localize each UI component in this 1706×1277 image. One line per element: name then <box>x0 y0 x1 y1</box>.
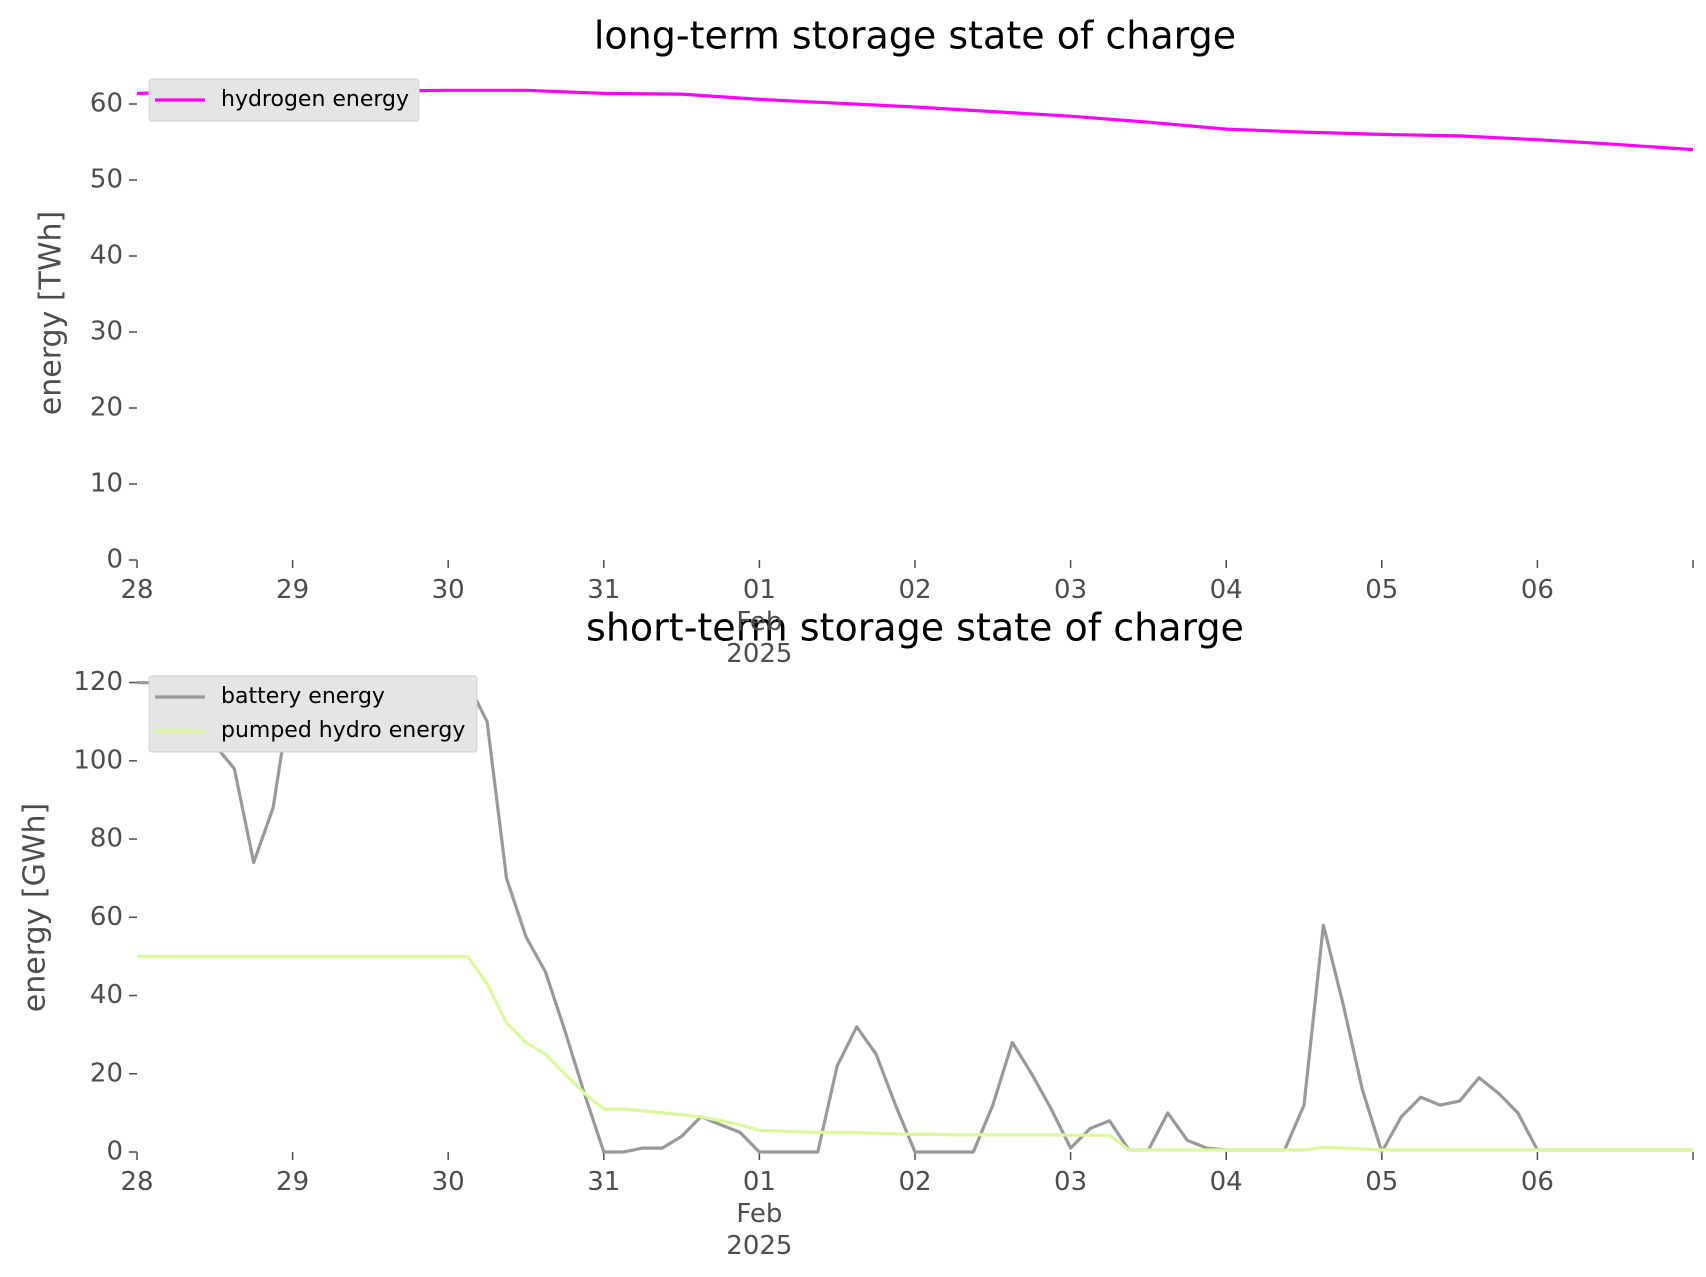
x-tick-label: 03 <box>1054 1167 1088 1197</box>
y-axis-label: energy [GWh] <box>18 803 53 1012</box>
x-tick-label: 29 <box>276 575 310 605</box>
y-tick-label: 40 <box>90 241 123 271</box>
y-tick-label: 60 <box>90 89 123 119</box>
x-tick-label: 02 <box>898 575 932 605</box>
y-tick-label: 0 <box>106 1137 123 1167</box>
legend-box <box>148 78 420 122</box>
chart-title: long-term storage state of charge <box>594 14 1236 58</box>
x-tick-label: 01 Feb 2025 <box>726 575 793 669</box>
x-tick-label: 03 <box>1054 575 1088 605</box>
x-tick-label: 04 <box>1209 575 1243 605</box>
y-tick-label: 30 <box>90 317 123 347</box>
y-tick-label: 20 <box>90 393 123 423</box>
x-tick-label: 01 Feb 2025 <box>726 1167 793 1261</box>
y-axis-label: energy [TWh] <box>34 211 69 415</box>
y-tick-label: 80 <box>90 824 123 854</box>
chart-title: short-term storage state of charge <box>586 606 1244 650</box>
y-tick-label: 100 <box>73 745 123 775</box>
legend-label: battery energy <box>221 684 385 709</box>
x-tick-label: 02 <box>898 1167 932 1197</box>
x-tick-label: 31 <box>587 575 621 605</box>
y-tick-label: 50 <box>90 165 123 195</box>
x-tick-label: 30 <box>431 575 465 605</box>
x-tick-label: 28 <box>120 575 154 605</box>
y-tick-label: 0 <box>106 545 123 575</box>
y-tick-label: 60 <box>90 902 123 932</box>
x-tick-label: 06 <box>1520 1167 1554 1197</box>
legend: hydrogen energy <box>148 78 420 122</box>
series-line <box>137 954 1693 1152</box>
x-tick-label: 31 <box>587 1167 621 1197</box>
x-tick-label: 05 <box>1365 1167 1399 1197</box>
x-tick-label: 30 <box>431 1167 465 1197</box>
legend: battery energy pumped hydro energy <box>148 675 478 753</box>
legend-box <box>148 675 478 753</box>
y-tick-label: 120 <box>73 667 123 697</box>
legend-label: pumped hydro energy <box>221 718 465 743</box>
x-tick-label: 05 <box>1365 575 1399 605</box>
series-line <box>137 681 1693 1154</box>
x-tick-label: 28 <box>120 1167 154 1197</box>
x-tick-label: 04 <box>1209 1167 1243 1197</box>
x-tick-label: 06 <box>1520 575 1554 605</box>
legend-label: hydrogen energy <box>221 87 409 112</box>
y-tick-label: 10 <box>90 469 123 499</box>
x-tick-label: 29 <box>276 1167 310 1197</box>
y-tick-label: 20 <box>90 1058 123 1088</box>
y-tick-label: 40 <box>90 980 123 1010</box>
